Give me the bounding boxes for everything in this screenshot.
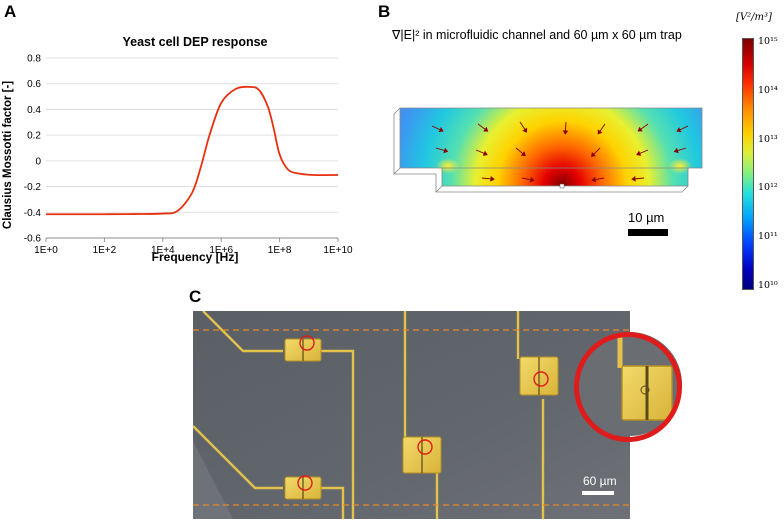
colorbar [742, 38, 754, 290]
field-arrow-head [673, 147, 679, 154]
edge-hotspot-right [668, 158, 692, 174]
field-arrow [519, 121, 526, 130]
y-tick-label: 0.4 [27, 105, 41, 116]
y-tick-label: -0.6 [24, 234, 42, 245]
field-arrow [599, 123, 606, 132]
colorbar-tick-label: 10¹⁴ [758, 84, 778, 96]
colorbar-unit: [V²/m³] [736, 12, 772, 23]
simulation-scalebar-label: 10 µm [628, 210, 665, 225]
field-arrow [640, 123, 649, 130]
field-arrow [679, 125, 689, 131]
field-arrow [481, 177, 492, 180]
chart-x-axis-label: Frequency [Hz] [152, 250, 239, 264]
chart-axes: -0.6 -0.4 -0.2 0 0.2 0.4 0.6 0.8 1E+0 1E+2 1E+4 1E+… [24, 54, 353, 257]
y-tick-label: 0.6 [27, 79, 41, 90]
x-tick-label: 1E+10 [323, 245, 353, 256]
field-arrow [562, 173, 567, 183]
x-tick-label: 1E+2 [93, 245, 117, 256]
field-arrow-head [562, 130, 569, 135]
field-arrow-head [443, 147, 449, 154]
chip-micrograph [193, 311, 630, 519]
chart-series [45, 85, 339, 216]
trapped-cell-markers [297, 335, 549, 491]
colorbar-tick-label: 10¹³ [758, 133, 778, 145]
chart-title: Yeast cell DEP response [123, 35, 268, 49]
field-arrow [595, 177, 605, 181]
field-arrow [515, 147, 524, 155]
field-arrow-head [490, 176, 495, 182]
x-tick-label: 1E+6 [209, 245, 233, 256]
panel-label-b: B [378, 2, 391, 21]
field-arrow [564, 121, 567, 132]
x-tick-label: 1E+8 [268, 245, 292, 256]
field-arrow [477, 123, 486, 130]
y-tick-label: -0.2 [24, 182, 42, 193]
field-arrow [521, 177, 531, 181]
y-tick-label: -0.4 [24, 208, 42, 219]
colorbar-tick-label: 10¹⁰ [758, 280, 778, 291]
field-arrow-head [482, 150, 488, 156]
series-line-cm-factor [45, 85, 339, 216]
channel-and-trap-field [400, 108, 702, 186]
field-arrow [475, 149, 485, 154]
field-arrow-head [438, 127, 444, 133]
simulation-title: ∇|E|² in microfluidic channel and 60 µm … [392, 28, 682, 42]
field-arrow-head [590, 152, 596, 158]
micrograph-scalebar [582, 491, 614, 495]
x-tick-label: 1E+0 [34, 245, 58, 256]
cm-factor-chart: Yeast cell DEP response -0.6 -0.4 -0.2 0 0.2… [2, 35, 353, 264]
chart-y-axis-label: Clausius Mossotti factor [-] [2, 81, 14, 229]
field-arrow [639, 149, 649, 154]
field-arrow-head [676, 127, 682, 133]
y-tick-label: 0.8 [27, 54, 41, 65]
zoom-inset-ring [574, 332, 682, 442]
y-tick-label: 0 [35, 156, 41, 167]
y-tick-label: 0.2 [27, 131, 41, 142]
geometry-outline [393, 107, 703, 193]
field-arrow [677, 147, 687, 152]
field-arrow-head [597, 129, 603, 135]
field-arrow [593, 147, 601, 155]
x-tick-label: 1E+4 [151, 245, 175, 256]
field-arrow-head [483, 126, 489, 132]
colorbar-tick-label: 10¹¹ [758, 231, 778, 243]
simulation-scalebar [628, 229, 668, 236]
field-arrow-head [520, 151, 526, 157]
colorbar-tick-label: 10¹² [758, 182, 778, 194]
micrograph-scalebar-label: 60 µm [583, 474, 617, 488]
field-arrow-head [529, 176, 535, 183]
panel-label-c: C [189, 287, 202, 306]
gradient-arrows [431, 121, 689, 187]
field-arrow [435, 147, 445, 152]
field-arrow-head [631, 176, 636, 182]
field-arrow-head [591, 176, 597, 183]
colorbar-tick-label: 10¹⁵ [758, 36, 778, 47]
field-arrow [634, 177, 645, 180]
field-simulation [393, 107, 703, 193]
panel-label-a: A [4, 2, 17, 21]
channel-boundary-lines [193, 329, 630, 506]
edge-hotspot-left [436, 158, 460, 174]
field-arrow [431, 125, 441, 131]
field-arrow-head [522, 127, 528, 133]
field-arrow-head [636, 150, 642, 156]
field-arrow-head [637, 126, 643, 132]
